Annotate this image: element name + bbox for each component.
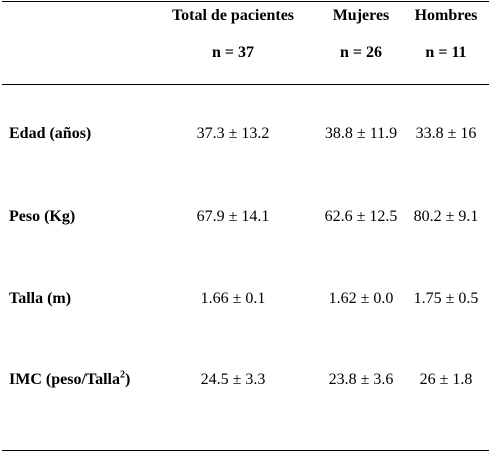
column-n-hombres: n = 11	[425, 44, 467, 61]
table-bottom-rule	[2, 450, 489, 451]
table-cell: 62.6 ± 12.5	[324, 208, 398, 225]
row-label-imc-superscript: 2	[119, 369, 125, 381]
table-cell: 67.9 ± 14.1	[196, 208, 270, 225]
row-label-imc: IMC (peso/Talla2)	[9, 370, 130, 390]
column-header-hombres: Hombres	[414, 7, 478, 24]
table-cell: 33.8 ± 16	[415, 125, 477, 142]
column-n-mujeres: n = 26	[339, 44, 382, 61]
table-top-rule	[2, 1, 489, 2]
table-cell: 24.5 ± 3.3	[200, 371, 266, 388]
row-label-imc-main: IMC (peso/Talla	[9, 371, 120, 388]
table-cell: 38.8 ± 11.9	[324, 125, 398, 142]
table-cell: 23.8 ± 3.6	[328, 371, 394, 388]
column-n-total: n = 37	[211, 44, 254, 61]
table-cell: 1.75 ± 0.5	[413, 290, 479, 307]
header-separator-rule	[2, 84, 489, 85]
row-label-imc-end: )	[124, 371, 131, 388]
row-label-talla: Talla (m)	[9, 290, 72, 307]
row-label-edad: Edad (años)	[9, 125, 92, 142]
column-header-total: Total de pacientes	[171, 7, 295, 24]
table-cell: 26 ± 1.8	[419, 371, 473, 388]
column-header-mujeres: Mujeres	[332, 7, 390, 24]
table-cell: 80.2 ± 9.1	[413, 208, 479, 225]
row-label-peso: Peso (Kg)	[9, 208, 76, 225]
table-cell: 37.3 ± 13.2	[196, 125, 270, 142]
table-cell: 1.62 ± 0.0	[328, 290, 394, 307]
table-cell: 1.66 ± 0.1	[200, 290, 266, 307]
